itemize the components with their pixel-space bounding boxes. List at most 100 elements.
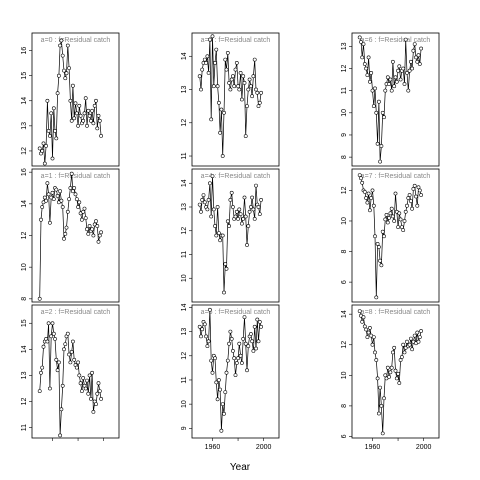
data-point <box>361 42 366 47</box>
data-point <box>225 219 230 224</box>
data-point <box>230 348 235 353</box>
panel: a=5 : f=Residual catch 9 10 11 12 13 14 1960 200… <box>181 303 280 451</box>
data-point <box>402 219 407 223</box>
data-point <box>399 225 404 230</box>
data-point <box>209 117 214 122</box>
data-point <box>58 433 63 438</box>
data-point <box>407 193 412 197</box>
data-point <box>419 46 424 51</box>
data-point <box>398 217 403 222</box>
data-point <box>77 200 82 205</box>
data-point <box>73 101 78 106</box>
data-point <box>72 116 77 121</box>
data-point <box>53 128 57 133</box>
data-point <box>210 370 215 375</box>
y-tick-label: 8 <box>341 155 348 159</box>
data-point <box>59 198 64 203</box>
data-point <box>89 396 93 401</box>
data-point <box>398 77 403 82</box>
y-tick-label: 13 <box>21 122 28 130</box>
data-point <box>74 365 79 370</box>
data-point <box>238 353 243 358</box>
data-point <box>219 107 224 112</box>
data-point <box>382 234 386 239</box>
data-point <box>54 187 59 192</box>
y-tick-label: 15 <box>21 72 28 80</box>
data-point <box>210 34 215 39</box>
data-point <box>393 191 398 196</box>
data-point <box>65 331 70 336</box>
y-tick-label: 12 <box>341 64 348 72</box>
x-tick-label: 1960 <box>365 444 381 451</box>
data-point <box>234 61 239 65</box>
data-point <box>95 391 100 396</box>
y-tick-label: 11 <box>181 152 188 159</box>
data-point <box>206 197 211 202</box>
data-point <box>224 67 229 72</box>
data-point <box>365 73 370 78</box>
data-point <box>215 205 220 209</box>
data-point <box>396 68 401 73</box>
data-point <box>67 352 72 357</box>
data-point <box>77 103 82 108</box>
data-point <box>385 365 390 370</box>
data-point <box>383 88 388 93</box>
panel: a=0 : f=Residual catch 12 13 14 15 16 <box>21 32 120 167</box>
data-point <box>236 216 241 221</box>
data-point <box>362 62 367 66</box>
panel-frame <box>351 32 440 167</box>
data-point <box>393 368 398 373</box>
data-point <box>414 194 418 199</box>
panel: a=8 : f=Residual catch 6 8 10 12 14 1960 2000 <box>341 304 440 451</box>
data-point <box>417 335 422 340</box>
y-tick-label: 13 <box>21 371 28 379</box>
data-point <box>384 212 389 217</box>
y-tick-label: 14 <box>341 310 348 318</box>
data-point <box>202 322 207 327</box>
data-point <box>251 74 256 79</box>
data-point <box>245 368 249 373</box>
data-point <box>357 35 362 40</box>
data-point <box>415 330 420 335</box>
data-point <box>367 325 372 330</box>
data-point <box>246 344 251 349</box>
data-point <box>390 59 395 64</box>
data-point <box>259 197 264 202</box>
data-point <box>236 84 241 89</box>
data-point <box>366 330 371 335</box>
data-point <box>214 47 219 52</box>
data-point <box>254 183 258 188</box>
data-point <box>91 409 96 414</box>
data-point <box>213 61 217 65</box>
data-point <box>397 64 402 69</box>
data-point <box>69 349 74 354</box>
data-point <box>405 71 409 75</box>
data-point <box>206 71 211 75</box>
data-point <box>410 206 415 211</box>
data-point <box>375 376 380 381</box>
panel-strip-label: a=2 : f=Residual catch <box>41 309 111 316</box>
data-point <box>243 134 248 139</box>
data-point <box>64 225 69 230</box>
data-point <box>247 209 252 214</box>
data-point <box>206 339 211 344</box>
y-tick-label: 6 <box>341 280 348 284</box>
data-point <box>48 220 52 225</box>
data-point <box>207 307 212 312</box>
y-tick-label: 12 <box>181 352 188 360</box>
data-point <box>41 344 46 349</box>
data-point <box>374 358 379 362</box>
data-point <box>90 227 95 232</box>
data-point <box>45 339 50 344</box>
data-point <box>54 136 59 141</box>
data-point <box>91 121 96 126</box>
data-point <box>83 216 88 221</box>
data-point <box>256 339 261 344</box>
data-point <box>72 357 77 362</box>
x-axis-title: Year <box>230 462 251 473</box>
data-point <box>417 188 422 193</box>
data-point <box>202 200 207 205</box>
data-point <box>220 402 225 407</box>
data-point <box>225 51 230 55</box>
